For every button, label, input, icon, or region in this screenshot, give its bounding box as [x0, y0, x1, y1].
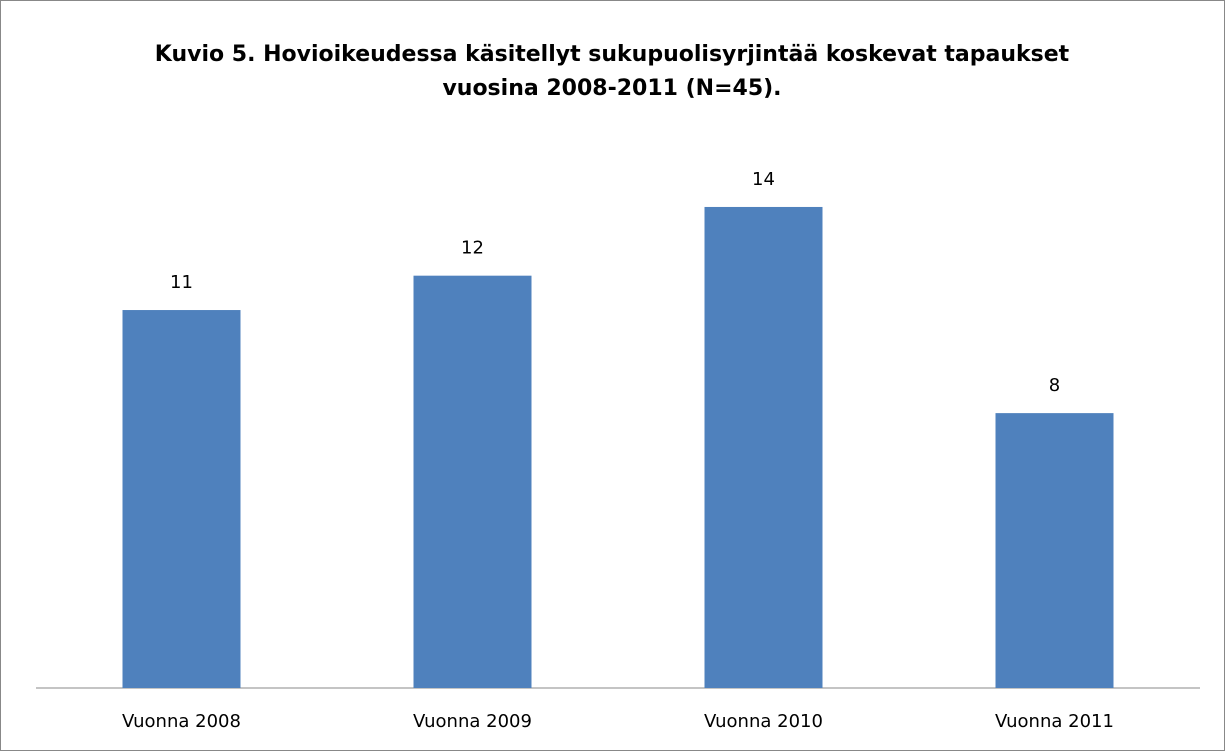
x-tick-label: Vuonna 2008 — [122, 711, 241, 732]
x-tick-label: Vuonna 2009 — [413, 711, 532, 732]
bar — [413, 275, 532, 688]
data-label: 8 — [1049, 375, 1060, 396]
data-label: 14 — [752, 169, 775, 190]
chart-title: Kuvio 5. Hovioikeudessa käsitellyt sukup… — [154, 42, 1070, 101]
bar — [122, 310, 241, 688]
data-label: 12 — [461, 238, 484, 259]
x-tick-label: Vuonna 2010 — [704, 711, 823, 732]
bar — [704, 206, 823, 688]
bar — [995, 413, 1114, 688]
data-label: 11 — [170, 272, 193, 293]
x-tick-label: Vuonna 2011 — [995, 711, 1114, 732]
